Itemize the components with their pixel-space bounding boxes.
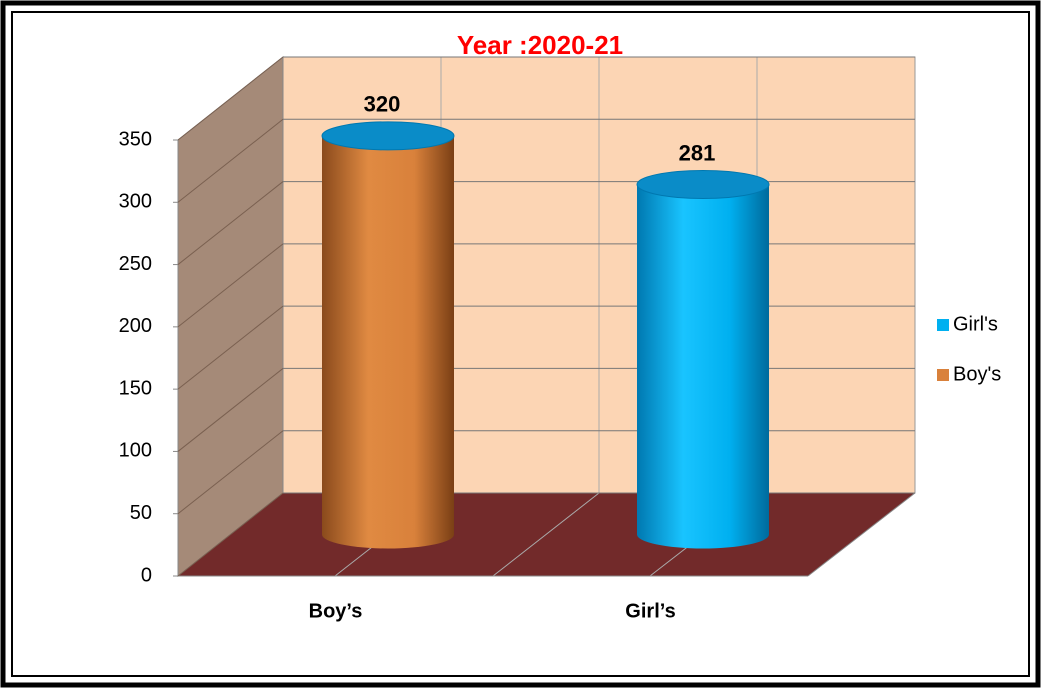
grid-line [177, 305, 284, 390]
cylinder-top [321, 121, 455, 151]
legend-label: Girl's [953, 313, 998, 335]
data-label: 320 [364, 92, 401, 117]
x-tick-label: Girl’s [625, 600, 675, 622]
y-tick-label: 0 [141, 564, 152, 586]
cylinder [637, 184, 769, 549]
data-label: 281 [679, 140, 716, 165]
grid-line [177, 368, 284, 452]
y-tick-label: 250 [119, 253, 152, 275]
chart-title: Year :2020-21 [457, 30, 623, 60]
grid-line [177, 492, 284, 577]
legend-swatch [937, 369, 949, 381]
grid-line [177, 56, 284, 141]
y-tick-label: 150 [119, 377, 152, 399]
y-tick-label: 350 [119, 128, 152, 150]
y-tick-label: 200 [119, 315, 152, 337]
y-tick-label: 50 [130, 502, 152, 524]
legend-label: Boy's [953, 363, 1001, 385]
grid-line [177, 181, 284, 265]
y-tick-label: 300 [119, 191, 152, 213]
cylinder-top [636, 169, 770, 199]
inner-border [11, 11, 1030, 677]
floor-edge [807, 492, 916, 577]
grid-line [177, 243, 284, 328]
cylinder [322, 135, 454, 549]
grid-line [177, 118, 284, 203]
legend-swatch [937, 319, 949, 331]
y-tick-label: 100 [119, 440, 152, 462]
x-tick-label: Boy’s [309, 600, 363, 622]
side-wall [177, 55, 284, 578]
grid-line [177, 430, 284, 515]
